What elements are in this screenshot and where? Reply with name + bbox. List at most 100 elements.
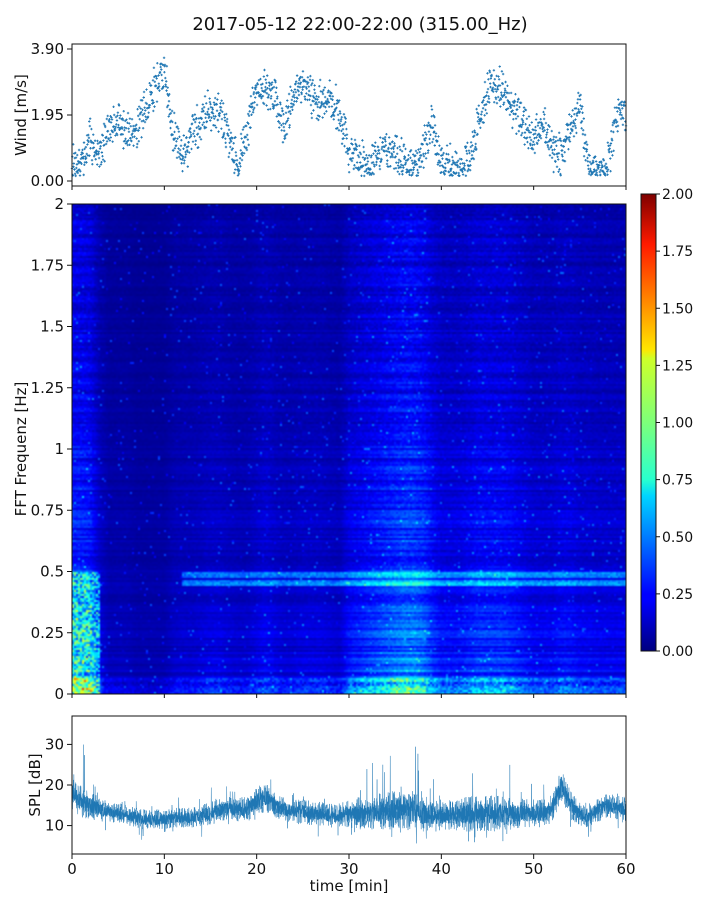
wind-point (472, 157, 476, 161)
wind-point (321, 90, 324, 94)
wind-point (545, 136, 548, 139)
colorbar-gradient (641, 194, 656, 651)
wind-point (509, 103, 512, 106)
wind-point (74, 156, 78, 159)
wind-point (388, 143, 392, 146)
wind-point (178, 135, 181, 138)
wind-point (88, 120, 91, 123)
wind-point (492, 69, 496, 72)
wind-point (553, 153, 556, 156)
wind-point (404, 163, 407, 166)
wind-point (225, 120, 229, 124)
wind-point (310, 83, 313, 87)
wind-point (134, 127, 138, 130)
wind-point (223, 116, 226, 119)
wind-point (419, 165, 423, 169)
wind-point (225, 123, 228, 127)
wind-point (92, 133, 95, 136)
wind-point (322, 105, 326, 108)
wind-point (323, 112, 326, 115)
wind-point (191, 140, 195, 143)
wind-point (235, 163, 238, 167)
wind-point (246, 112, 250, 116)
wind-point (433, 144, 436, 147)
wind-point (546, 145, 550, 149)
wind-point (553, 148, 556, 151)
wind-point (181, 156, 185, 160)
wind-point (222, 131, 226, 135)
wind-point (303, 78, 306, 82)
wind-point (208, 97, 211, 100)
wind-point (357, 166, 360, 169)
wind-point (298, 85, 302, 89)
wind-point (321, 92, 325, 96)
wind-point (75, 163, 79, 166)
wind-point (73, 168, 76, 171)
wind-point (511, 126, 514, 130)
wind-point (135, 123, 138, 126)
wind-point (471, 144, 474, 147)
wind-point (338, 110, 342, 113)
wind-point (579, 104, 582, 107)
wind-point (568, 136, 571, 139)
wind-point (518, 105, 521, 109)
wind-point (132, 144, 135, 147)
wind-point (502, 103, 505, 106)
wind-point (168, 108, 172, 111)
wind-point (316, 105, 319, 109)
wind-point (567, 148, 570, 151)
wind-point (447, 153, 450, 156)
wind-point (84, 156, 88, 160)
wind-point (259, 83, 263, 86)
wind-point (111, 130, 115, 134)
wind-point (144, 115, 147, 118)
wind-point (575, 114, 579, 117)
wind-point (309, 74, 312, 78)
wind-point (223, 119, 227, 122)
wind-point (466, 141, 469, 145)
wind-point (123, 126, 126, 129)
wind-point (430, 115, 433, 118)
wind-point (280, 107, 284, 110)
wind-point (313, 88, 316, 91)
wind-point (138, 118, 141, 121)
wind-point (218, 112, 222, 115)
wind-point (234, 151, 238, 154)
wind-point (442, 151, 445, 155)
wind-point (239, 132, 243, 136)
wind-point (89, 147, 92, 150)
wind-point (268, 82, 272, 85)
wind-point (385, 154, 388, 157)
wind-point (161, 79, 164, 82)
wind-point (573, 112, 576, 116)
wind-point (324, 105, 327, 109)
wind-point (86, 139, 89, 142)
wind-point (418, 156, 422, 160)
wind-point (396, 164, 400, 167)
wind-point (532, 128, 536, 132)
wind-point (232, 142, 235, 145)
wind-point (91, 163, 94, 166)
wind-point (618, 113, 622, 116)
wind-point (519, 101, 523, 105)
wind-point (261, 82, 264, 86)
wind-point (279, 102, 282, 106)
wind-point (318, 85, 321, 88)
wind-point (374, 154, 378, 157)
wind-point (539, 136, 543, 140)
wind-point (477, 122, 481, 125)
wind-point (427, 121, 430, 125)
wind-point (470, 153, 474, 157)
wind-point (228, 141, 231, 145)
wind-point (145, 118, 148, 121)
wind-point (383, 138, 387, 141)
wind-point (356, 154, 360, 157)
wind-point (335, 102, 339, 105)
wind-point (614, 125, 618, 128)
wind-point (315, 95, 318, 98)
wind-point (295, 74, 299, 77)
wind-point (226, 124, 230, 127)
wind-point (220, 127, 223, 130)
wind-point (135, 137, 138, 140)
wind-point (370, 173, 373, 176)
